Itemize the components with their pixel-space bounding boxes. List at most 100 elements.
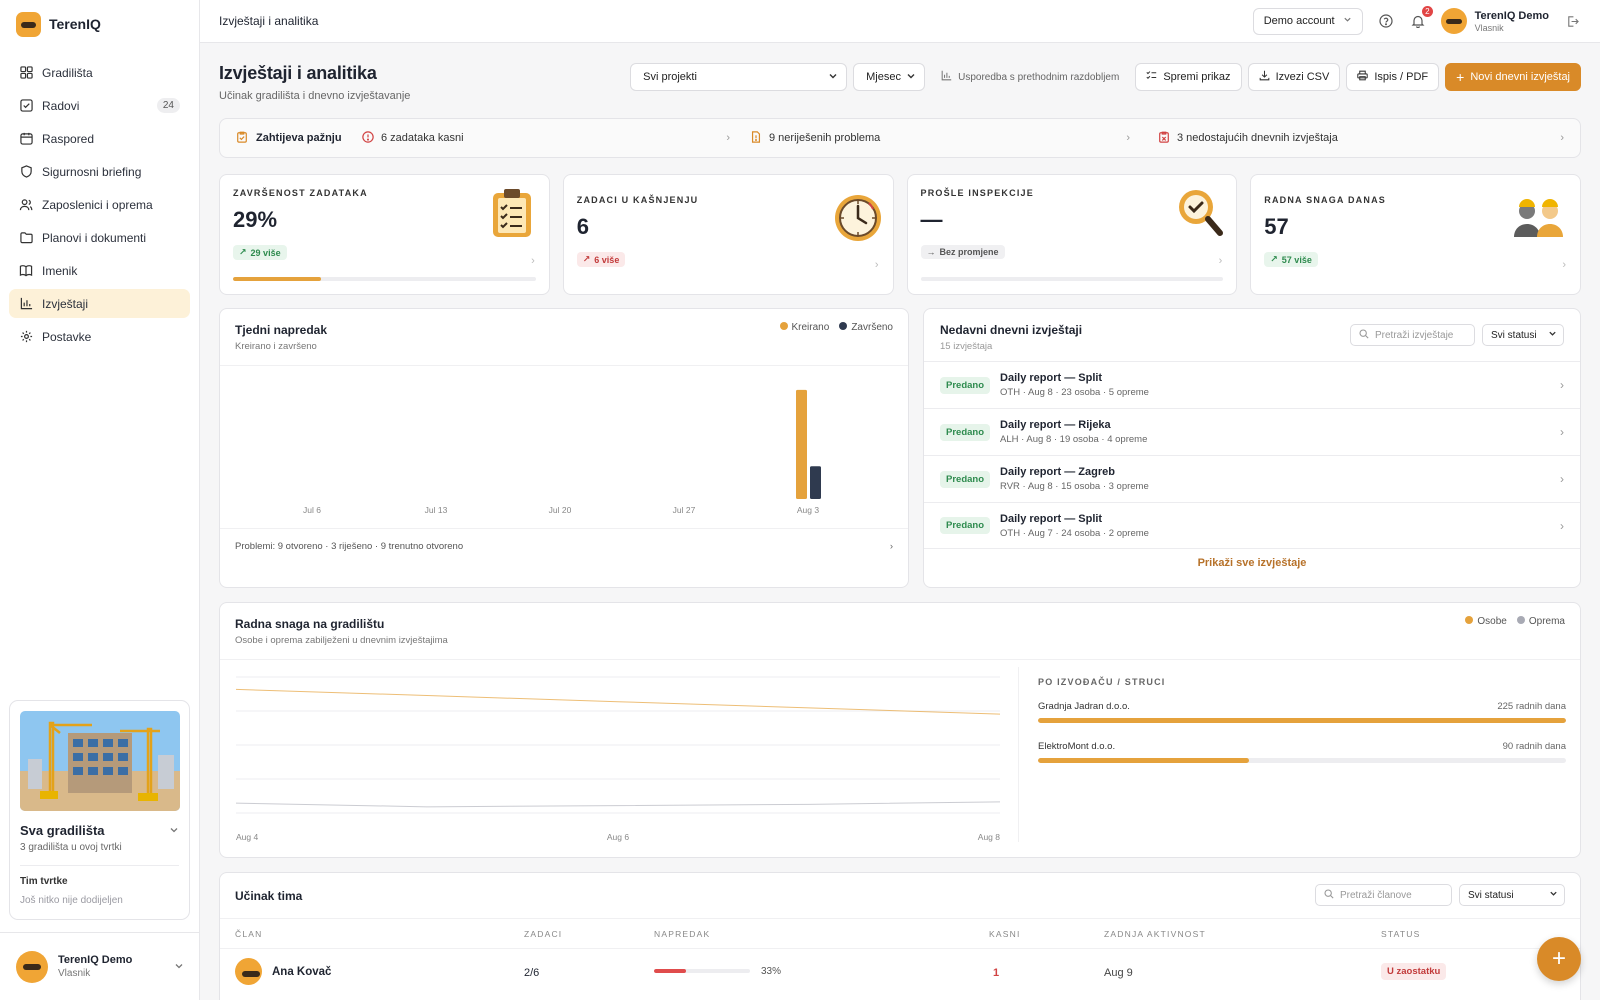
bell-icon[interactable]: 2 [1409, 6, 1433, 30]
clipboard-x-icon [1158, 131, 1170, 146]
column-header-status[interactable]: STATUS [1381, 929, 1421, 939]
team-search-input[interactable]: Pretraži članove [1315, 884, 1452, 906]
contributor-value: 90 radnih dana [1502, 741, 1566, 752]
kpi-delta-text: Bez promjene [939, 247, 999, 257]
sidebar-item-postavke[interactable]: Postavke [9, 322, 190, 351]
chevron-right-icon: › [1560, 425, 1564, 439]
avatar [16, 950, 48, 983]
download-icon [1259, 70, 1270, 84]
table-row[interactable]: Ana Kovač 2/6 33% 1 Aug 9 U zaostatku [220, 949, 1580, 995]
notification-badge: 2 [1422, 6, 1433, 17]
report-row[interactable]: Predano Daily report — Zagreb RVR · Aug … [924, 455, 1580, 502]
kpi-label: RADNA SNAGA DANAS [1264, 195, 1386, 205]
attention-item-issues[interactable]: 9 neriješenih problema › [750, 130, 1158, 146]
report-title: Daily report — Split [1000, 512, 1103, 525]
x-tick-label: Jul 13 [425, 505, 448, 515]
project-select-value: Svi projekti [643, 71, 697, 83]
report-meta: RVR · Aug 8 · 15 osoba · 3 opreme [1000, 481, 1149, 492]
site-switcher-card[interactable]: Sva gradilišta 3 gradilišta u ovoj tvrtk… [9, 700, 190, 920]
report-row[interactable]: Predano Daily report — Split OTH · Aug 7… [924, 502, 1580, 549]
x-tick-label: Aug 3 [797, 505, 819, 515]
column-header-progress[interactable]: NAPREDAK [654, 929, 711, 939]
report-row[interactable]: Predano Daily report — Split OTH · Aug 8… [924, 361, 1580, 408]
sidebar-item-radovi[interactable]: Radovi 24 [9, 91, 190, 120]
compare-toggle[interactable]: Usporedba s prethodnim razdobljem [931, 70, 1129, 84]
contributors-title: PO IZVOĐAČU / STRUCI [1038, 677, 1166, 687]
reports-search-input[interactable]: Pretraži izvještaje [1350, 324, 1475, 346]
brand[interactable]: TerenIQ [0, 0, 199, 48]
reports-status-select[interactable]: Svi statusi [1482, 324, 1564, 346]
export-csv-button[interactable]: Izvezi CSV [1247, 63, 1341, 91]
divider [20, 865, 179, 866]
report-row[interactable]: Predano Daily report — Rijeka ALH · Aug … [924, 408, 1580, 455]
show-all-reports-link[interactable]: Prikaži sve izvještaje [1197, 557, 1307, 569]
kpi-progress-bar [920, 277, 1224, 281]
account-switcher[interactable]: Demo account [1252, 7, 1363, 35]
report-meta: OTH · Aug 8 · 23 osoba · 5 opreme [1000, 387, 1149, 398]
status-select-value: Svi statusi [1491, 329, 1537, 341]
fab-add-button[interactable]: + [1537, 937, 1581, 981]
sidebar-item-label: Planovi i dokumenti [42, 230, 147, 245]
save-view-button[interactable]: Spremi prikaz [1135, 63, 1242, 91]
column-header-member[interactable]: ČLAN [235, 929, 263, 939]
kpi-card-inspections[interactable]: PROŠLE INSPEKCIJE — → Bez promjene › [906, 174, 1238, 295]
topbar-user[interactable]: TerenIQ Demo Vlasnik [1440, 8, 1549, 34]
contributor-name: Gradnja Jadran d.o.o. [1038, 701, 1130, 712]
column-header-tasks[interactable]: ZADACI [524, 929, 563, 939]
count-badge: 24 [156, 98, 180, 113]
chevron-right-icon: › [531, 255, 535, 267]
chevron-right-icon: › [1218, 255, 1223, 267]
sidebar-item-izvjestaji[interactable]: Izvještaji [9, 289, 190, 318]
kpi-progress-fill [233, 277, 321, 281]
member-cell: Ana Kovač [235, 958, 331, 985]
page-header: Izvještaji i analitika Učinak gradilišta… [219, 63, 410, 102]
sidebar-item-imenik[interactable]: Imenik [9, 256, 190, 285]
attention-item-missing-reports[interactable]: 3 nedostajućih dnevnih izvještaja › [1158, 131, 1564, 146]
kpi-card-workforce-today[interactable]: RADNA SNAGA DANAS 57 ↗ 57 više › [1250, 174, 1581, 295]
weekly-footer[interactable]: Problemi: 9 otvoreno · 3 riješeno · 9 tr… [235, 541, 893, 552]
x-tick-label: Jul 27 [673, 505, 696, 515]
weekly-header: Tjedni napredak Kreirano i završeno [235, 323, 327, 352]
project-select[interactable]: Svi projekti [630, 63, 848, 91]
logout-icon[interactable] [1563, 12, 1581, 30]
attention-item-late-tasks[interactable]: 6 zadataka kasni › [362, 130, 750, 146]
report-info: Daily report — Zagreb RVR · Aug 8 · 15 o… [1000, 466, 1149, 492]
contributor-value: 225 radnih dana [1497, 701, 1566, 712]
team-status-select[interactable]: Svi statusi [1459, 884, 1565, 906]
sidebar-item-zaposlenici[interactable]: Zaposlenici i oprema [9, 190, 190, 219]
sidebar-item-sigurnosni-briefing[interactable]: Sigurnosni briefing [9, 157, 190, 186]
chevron-right-icon: › [1560, 472, 1564, 486]
help-icon[interactable] [1377, 12, 1395, 30]
reports-filters: Pretraži izvještaje Svi statusi [1350, 324, 1564, 346]
user-role: Vlasnik [1474, 22, 1504, 33]
new-daily-report-button[interactable]: + Novi dnevni izvještaj [1445, 63, 1581, 91]
print-pdf-button[interactable]: Ispis / PDF [1346, 63, 1440, 91]
avatar [235, 958, 262, 985]
report-info: Daily report — Split OTH · Aug 7 · 24 os… [1000, 513, 1149, 539]
search-icon [1359, 328, 1369, 342]
sidebar-user[interactable]: TerenIQ Demo Vlasnik [0, 932, 200, 1000]
kpi-value: 29% [233, 207, 278, 232]
sidebar-item-label: Gradilišta [42, 65, 93, 80]
kpi-card-late-tasks[interactable]: ZADACI U KAŠNJENJU 6 ↗ 6 više › [562, 174, 894, 295]
series-line-osobe [235, 688, 1000, 715]
chevron-down-icon [174, 960, 184, 974]
sidebar-item-raspored[interactable]: Raspored [9, 124, 190, 153]
clipboard-icon [236, 131, 248, 146]
chevron-right-icon: › [1562, 259, 1566, 271]
report-title: Daily report — Zagreb [1000, 466, 1115, 478]
kpi-card-task-completion[interactable]: ZAVRŠENOST ZADATAKA 29% ↗ 29 više › [219, 174, 550, 295]
legend-item-completed: Završeno [839, 322, 893, 333]
card-title: Nedavni dnevni izvještaji [940, 323, 1083, 337]
chevron-right-icon: › [1126, 132, 1130, 144]
arrow-up-right-icon: ↗ [582, 254, 591, 264]
folder-icon [19, 231, 33, 245]
period-select[interactable]: Mjesec [853, 63, 926, 91]
weekly-progress-card: Tjedni napredak Kreirano i završeno Krei… [219, 308, 909, 588]
sidebar-item-gradilista[interactable]: Gradilišta [9, 58, 190, 87]
gear-icon [19, 330, 33, 344]
attention-lead-text: Zahtijeva pažnju [256, 132, 342, 144]
column-header-late[interactable]: KASNI [989, 929, 1021, 939]
sidebar-item-planovi[interactable]: Planovi i dokumenti [9, 223, 190, 252]
column-header-last-activity[interactable]: ZADNJA AKTIVNOST [1104, 929, 1206, 939]
